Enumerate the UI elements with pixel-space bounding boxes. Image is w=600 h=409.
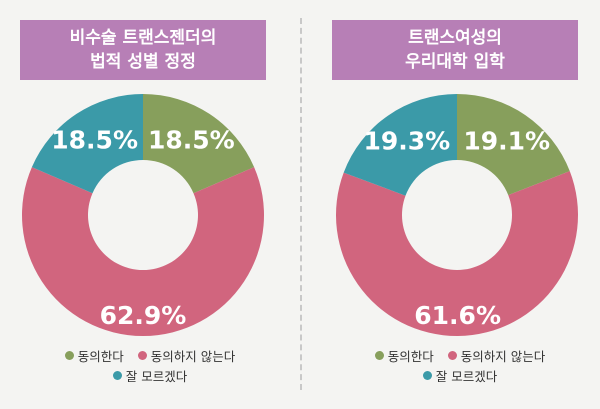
legend-label-unknown: 잘 모르겠다 [125,368,188,384]
legend-right: 동의한다 동의하지 않는다 잘 모르겠다 [340,345,580,385]
legend-label-disagree: 동의하지 않는다 [460,348,546,364]
legend-label-agree: 동의한다 [387,348,434,364]
legend-label-unknown: 잘 모르겠다 [435,368,498,384]
legend-item-unknown: 잘 모르겠다 [422,366,498,385]
chart-title-right-line1: 트랜스여성의 [408,28,502,48]
slice-disagree [336,171,578,337]
chart-panel-left: 비수술 트랜스젠더의 법적 성별 정정 18.5% 62.9% 18.5% 동의한다… [20,20,266,385]
slice-disagree [21,167,265,336]
chart-title-left: 비수술 트랜스젠더의 법적 성별 정정 [20,20,266,80]
legend-label-disagree: 동의하지 않는다 [150,348,236,364]
legend-dot-unknown [422,370,432,380]
legend-item-disagree: 동의하지 않는다 [447,346,546,365]
slice-label-unknown: 19.3% [363,127,450,156]
legend-item-unknown: 잘 모르겠다 [112,366,188,385]
slice-unknown [31,94,143,194]
legend-item-disagree: 동의하지 않는다 [137,346,236,365]
legend-dot-disagree [447,350,457,360]
slice-label-disagree: 61.6% [414,301,501,330]
slice-label-unknown: 18.5% [51,125,138,154]
chart-panel-right: 트랜스여성의 우리대학 입학 19.1% 61.6% 19.3% 동의한다 동의하지… [300,0,600,409]
slice-label-agree: 19.1% [463,126,550,155]
legend-dot-unknown [112,370,122,380]
chart-title-left-line1: 비수술 트랜스젠더의 [69,28,217,48]
legend-left: 동의한다 동의하지 않는다 잘 모르겠다 [40,345,260,385]
slice-agree [143,94,255,194]
chart-title-right: 트랜스여성의 우리대학 입학 [332,20,578,80]
slice-label-disagree: 62.9% [100,301,187,330]
chart-title-left-line2: 법적 성별 정정 [90,52,196,72]
legend-dot-agree [374,350,384,360]
legend-dot-agree [64,350,74,360]
slice-label-agree: 18.5% [148,125,235,154]
slice-agree [457,94,570,196]
legend-item-agree: 동의한다 [374,346,434,365]
chart-title-right-line2: 우리대학 입학 [405,52,505,72]
donut-chart-left: 18.5% 62.9% 18.5% [21,94,265,336]
legend-label-agree: 동의한다 [77,348,124,364]
legend-item-agree: 동의한다 [64,346,124,365]
panel-divider [300,18,302,390]
legend-dot-disagree [137,350,147,360]
slice-unknown [343,94,457,196]
donut-chart-right: 19.1% 61.6% 19.3% [336,94,578,337]
